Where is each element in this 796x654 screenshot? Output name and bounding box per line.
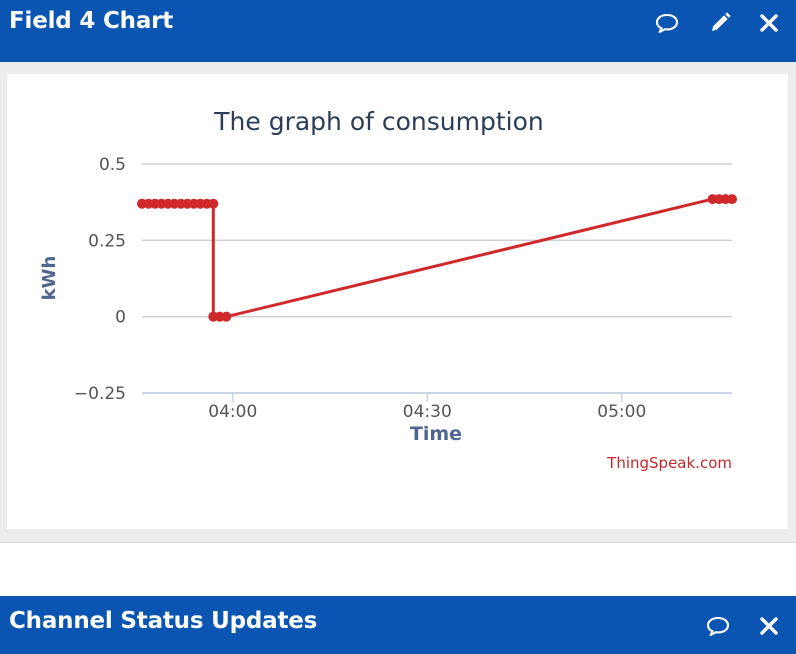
field-chart-header: Field 4 Chart (0, 0, 796, 62)
y-axis-label: kWh (39, 256, 60, 301)
chart-panel-body: 0.5 0.25 0 −0.25 04:00 04:30 05:00 The graph o… (0, 62, 796, 542)
thingspeak-credit-link[interactable]: ThingSpeak.com (606, 454, 732, 472)
consumption-chart: 0.5 0.25 0 −0.25 04:00 04:30 05:00 The graph o… (39, 107, 737, 472)
y-tick-label: 0.25 (88, 231, 126, 251)
series-line (142, 197, 732, 319)
x-tick-label: 04:30 (403, 402, 452, 422)
y-tick-label: 0 (115, 308, 126, 328)
comment-icon[interactable] (705, 613, 731, 639)
data-point[interactable] (221, 311, 232, 322)
y-tick-label: 0.5 (99, 155, 126, 175)
chart-title: The graph of consumption (213, 107, 543, 136)
pencil-icon[interactable] (707, 10, 733, 36)
status-updates-header: Channel Status Updates (0, 596, 796, 654)
comment-icon[interactable] (654, 10, 680, 36)
close-icon[interactable] (756, 613, 782, 639)
x-axis-label: Time (410, 423, 462, 445)
x-tick-label: 04:00 (208, 402, 257, 422)
close-icon[interactable] (756, 10, 782, 36)
chart-card: 0.5 0.25 0 −0.25 04:00 04:30 05:00 The graph o… (7, 74, 788, 529)
x-tick-label: 05:00 (597, 402, 646, 422)
y-tick-label: −0.25 (74, 384, 126, 404)
panel-title: Channel Status Updates (9, 608, 318, 634)
panel-title: Field 4 Chart (9, 8, 174, 34)
data-point[interactable] (208, 198, 219, 209)
divider (0, 542, 796, 543)
data-point[interactable] (727, 194, 737, 205)
